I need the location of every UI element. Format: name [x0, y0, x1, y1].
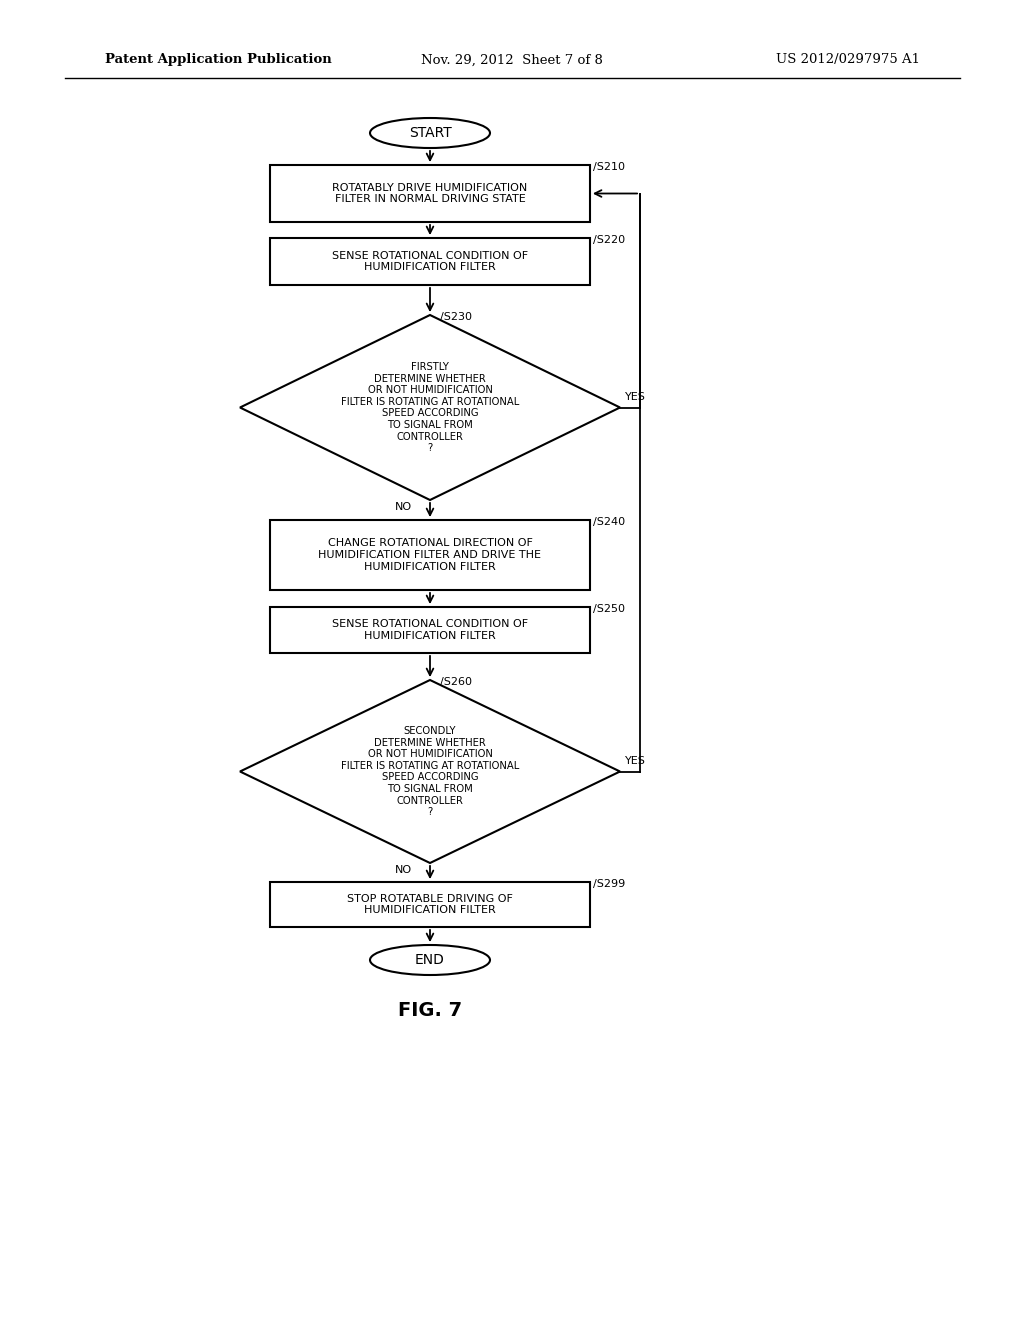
Text: YES: YES — [625, 392, 646, 403]
Text: NO: NO — [395, 865, 412, 875]
Bar — [270, 165, 590, 222]
Text: /S260: /S260 — [440, 677, 472, 686]
Text: US 2012/0297975 A1: US 2012/0297975 A1 — [776, 54, 920, 66]
Text: /S220: /S220 — [593, 235, 625, 246]
Text: Patent Application Publication: Patent Application Publication — [105, 54, 332, 66]
Text: END: END — [415, 953, 445, 968]
Bar — [270, 238, 590, 285]
Bar — [270, 607, 590, 653]
Text: /S230: /S230 — [440, 312, 472, 322]
Bar — [270, 520, 590, 590]
Text: Nov. 29, 2012  Sheet 7 of 8: Nov. 29, 2012 Sheet 7 of 8 — [421, 54, 603, 66]
Text: SECONDLY
DETERMINE WHETHER
OR NOT HUMIDIFICATION
FILTER IS ROTATING AT ROTATIONA: SECONDLY DETERMINE WHETHER OR NOT HUMIDI… — [341, 726, 519, 817]
Text: STOP ROTATABLE DRIVING OF
HUMIDIFICATION FILTER: STOP ROTATABLE DRIVING OF HUMIDIFICATION… — [347, 894, 513, 915]
Text: SENSE ROTATIONAL CONDITION OF
HUMIDIFICATION FILTER: SENSE ROTATIONAL CONDITION OF HUMIDIFICA… — [332, 619, 528, 640]
Text: START: START — [409, 125, 452, 140]
Text: ROTATABLY DRIVE HUMIDIFICATION
FILTER IN NORMAL DRIVING STATE: ROTATABLY DRIVE HUMIDIFICATION FILTER IN… — [333, 182, 527, 205]
Text: /S240: /S240 — [593, 517, 625, 527]
Text: NO: NO — [395, 502, 412, 512]
Text: /S210: /S210 — [593, 162, 625, 172]
Text: /S299: /S299 — [593, 879, 626, 888]
Text: FIG. 7: FIG. 7 — [398, 1001, 462, 1019]
Text: FIRSTLY
DETERMINE WHETHER
OR NOT HUMIDIFICATION
FILTER IS ROTATING AT ROTATIONAL: FIRSTLY DETERMINE WHETHER OR NOT HUMIDIF… — [341, 362, 519, 453]
Bar — [270, 882, 590, 927]
Text: SENSE ROTATIONAL CONDITION OF
HUMIDIFICATION FILTER: SENSE ROTATIONAL CONDITION OF HUMIDIFICA… — [332, 251, 528, 272]
Text: YES: YES — [625, 756, 646, 767]
Text: CHANGE ROTATIONAL DIRECTION OF
HUMIDIFICATION FILTER AND DRIVE THE
HUMIDIFICATIO: CHANGE ROTATIONAL DIRECTION OF HUMIDIFIC… — [318, 539, 542, 572]
Text: /S250: /S250 — [593, 605, 625, 614]
